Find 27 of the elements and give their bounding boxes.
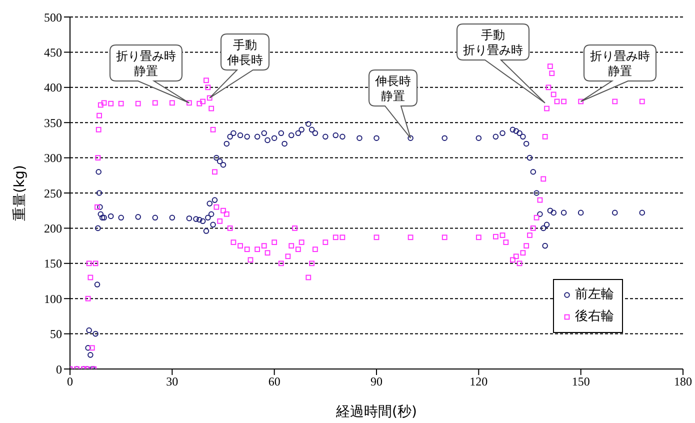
annotation: 手動折り畳み時 bbox=[463, 28, 523, 57]
x-axis-title: 経過時間(秒) bbox=[335, 404, 417, 420]
y-tick-label: 0 bbox=[56, 362, 62, 376]
x-tick-label: 180 bbox=[674, 374, 692, 389]
x-tick-label: 30 bbox=[166, 374, 178, 389]
x-tick-label: 120 bbox=[470, 374, 488, 389]
x-tick-label: 150 bbox=[572, 374, 590, 389]
y-tick-label: 50 bbox=[50, 327, 62, 342]
annotation: 折り畳み時静置 bbox=[116, 49, 176, 78]
y-tick-label: 400 bbox=[44, 80, 62, 95]
y-tick-label: 300 bbox=[44, 151, 62, 166]
annotation: 伸長時静置 bbox=[374, 74, 411, 103]
y-axis-title: 重量(kg) bbox=[12, 165, 28, 221]
legend-label: 後右輪 bbox=[575, 308, 614, 326]
y-tick-label: 200 bbox=[44, 221, 62, 236]
y-tick-label: 450 bbox=[44, 45, 62, 60]
x-tick-label: 0 bbox=[67, 374, 73, 389]
legend-label: 前左輪 bbox=[575, 286, 614, 304]
x-tick-label: 60 bbox=[268, 374, 280, 389]
y-tick-label: 350 bbox=[44, 116, 62, 130]
annotation: 手動伸長時 bbox=[226, 38, 263, 67]
y-tick-label: 100 bbox=[44, 292, 62, 306]
y-tick-label: 150 bbox=[44, 256, 62, 271]
annotation: 折り畳み時静置 bbox=[590, 49, 650, 78]
y-tick-label: 250 bbox=[44, 186, 62, 200]
x-tick-label: 90 bbox=[370, 374, 382, 389]
y-tick-label: 500 bbox=[44, 10, 62, 24]
